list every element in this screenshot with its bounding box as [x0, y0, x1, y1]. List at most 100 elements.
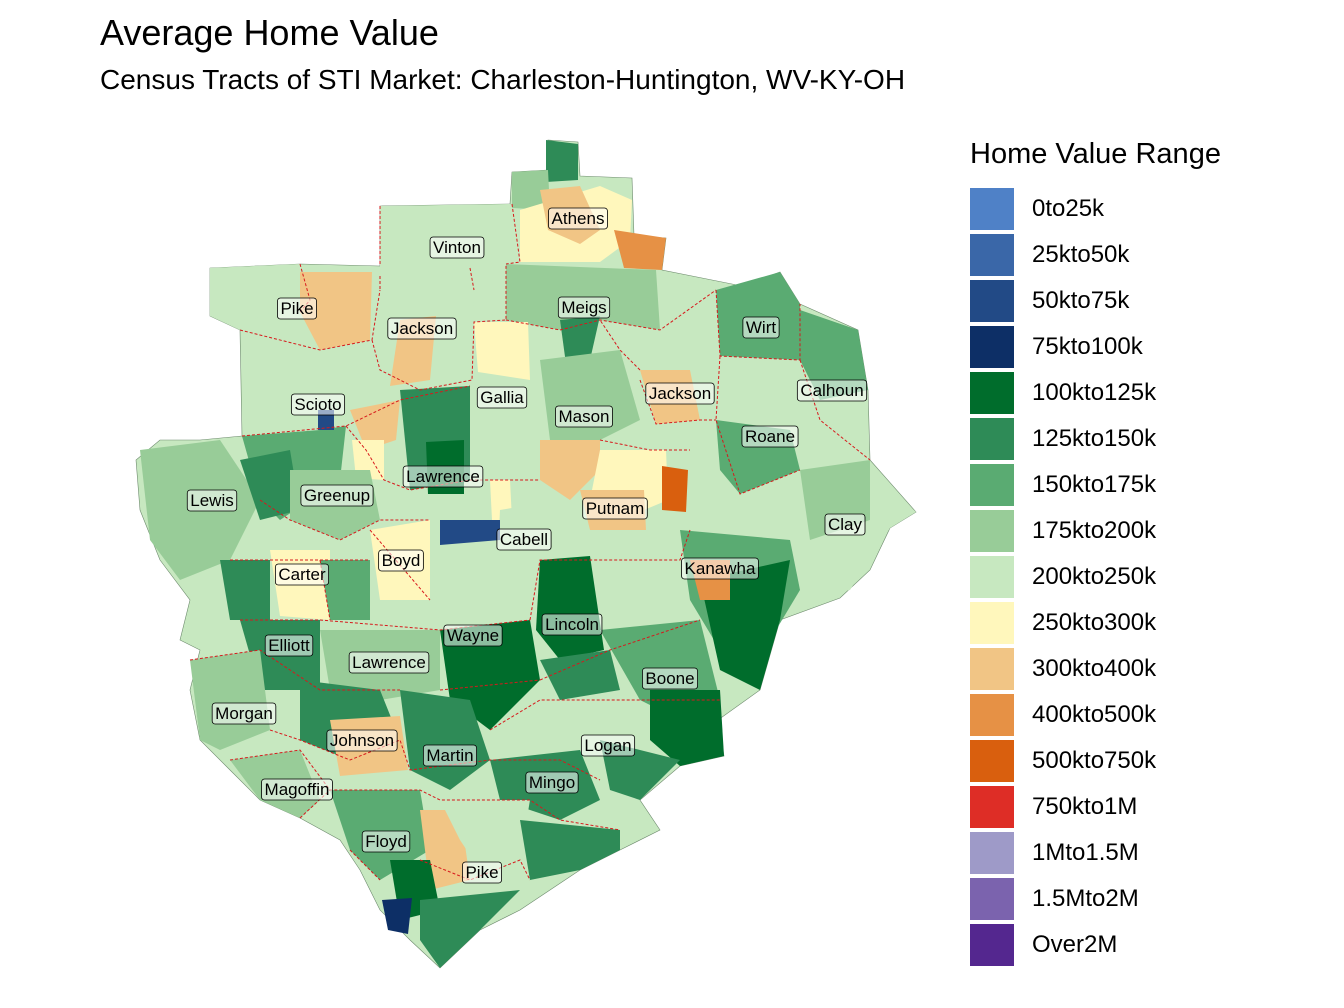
legend-label: 400kto500k: [1032, 701, 1157, 728]
county-labels: Athens Vinton Pike Jackson Meigs Wirt Calhoun S…: [186, 207, 868, 884]
legend-item: 175kto200k: [970, 508, 1156, 554]
legend-swatch: [970, 280, 1014, 322]
legend-swatch: [970, 740, 1014, 782]
legend-item: 125kto150k: [970, 416, 1156, 462]
legend-item: 1.5Mto2M: [970, 876, 1156, 922]
county-name: Pike: [280, 299, 313, 318]
legend-item: 400kto500k: [970, 692, 1156, 738]
county-name: Calhoun: [800, 381, 863, 400]
county-label: Logan: [580, 734, 636, 757]
tract-region: [650, 690, 724, 766]
county-label: Putnam: [582, 497, 648, 520]
legend-label: 300kto400k: [1032, 655, 1157, 682]
legend-swatch: [970, 510, 1014, 552]
county-name: Meigs: [561, 298, 606, 317]
county-label: Pike: [277, 297, 317, 320]
county-name: Magoffin: [265, 780, 330, 799]
county-name: Logan: [584, 736, 631, 755]
tract-region: [614, 230, 666, 270]
legend-title: Home Value Range: [970, 138, 1221, 170]
legend-label: 50kto75k: [1032, 287, 1130, 314]
tract-region: [420, 890, 520, 968]
county-name: Martin: [426, 746, 473, 765]
legend-swatch: [970, 326, 1014, 368]
legend-swatch: [970, 694, 1014, 736]
tract-region: [540, 650, 620, 700]
tract-region: [474, 322, 530, 380]
tract-region: [320, 560, 370, 620]
tract-region: [220, 560, 270, 620]
county-label: Jackson: [387, 317, 457, 340]
legend-item: 300kto400k: [970, 646, 1156, 692]
county-name: Boyd: [382, 551, 421, 570]
county-label: Floyd: [361, 830, 411, 853]
legend-label: 1Mto1.5M: [1032, 839, 1139, 866]
tract-region: [382, 898, 412, 934]
tract-region: [600, 560, 690, 640]
county-label: Carter: [274, 563, 330, 586]
county-label: Jackson: [645, 382, 715, 405]
tract-region: [440, 520, 500, 545]
legend-swatch: [970, 234, 1014, 276]
tract-region: [540, 440, 600, 500]
county-label: Lawrence: [348, 651, 430, 674]
county-label: Lincoln: [541, 613, 603, 636]
county-name: Lincoln: [545, 615, 599, 634]
legend-label: 25kto50k: [1032, 241, 1130, 268]
legend-item: 0to25k: [970, 186, 1156, 232]
county-label: Morgan: [211, 702, 277, 725]
county-name: Roane: [745, 427, 795, 446]
legend-swatch: [970, 602, 1014, 644]
county-label: Lawrence: [402, 465, 484, 488]
legend-item: 1Mto1.5M: [970, 830, 1156, 876]
county-label: Athens: [548, 207, 608, 230]
tract-region: [520, 820, 620, 880]
county-label: Elliott: [264, 634, 314, 657]
map-title: Average Home Value: [100, 12, 439, 53]
legend-label: 250kto300k: [1032, 609, 1157, 636]
legend-item: 100kto125k: [970, 370, 1156, 416]
county-name: Carter: [278, 565, 326, 584]
county-name: Boone: [645, 669, 694, 688]
tract-region: [662, 466, 688, 512]
legend-label: Over2M: [1032, 931, 1118, 958]
county-name: Kanawha: [685, 559, 756, 578]
county-name: Vinton: [433, 238, 481, 257]
county-label: Pike: [462, 861, 502, 884]
legend-swatch: [970, 648, 1014, 690]
county-name: Elliott: [268, 636, 310, 655]
county-label: Martin: [422, 744, 478, 767]
legend-item: 150kto175k: [970, 462, 1156, 508]
county-name: Floyd: [365, 832, 407, 851]
legend-label: 750kto1M: [1032, 793, 1138, 820]
county-name: Morgan: [215, 704, 273, 723]
county-label: Wirt: [742, 316, 780, 339]
legend-label: 75kto100k: [1032, 333, 1143, 360]
county-label: Boone: [642, 667, 698, 690]
legend-label: 200kto250k: [1032, 563, 1157, 590]
tract-region: [210, 264, 310, 330]
legend-item: 50kto75k: [970, 278, 1156, 324]
tract-region: [350, 400, 400, 450]
county-name: Jackson: [391, 319, 453, 338]
legend-label: 125kto150k: [1032, 425, 1157, 452]
map-subtitle: Census Tracts of STI Market: Charleston-…: [100, 64, 906, 95]
county-label: Wayne: [443, 624, 503, 647]
county-name: Lawrence: [352, 653, 426, 672]
county-name: Wayne: [447, 626, 499, 645]
county-name: Johnson: [330, 731, 394, 750]
legend-label: 100kto125k: [1032, 379, 1157, 406]
legend-swatch: [970, 878, 1014, 920]
legend-item: Over2M: [970, 922, 1156, 968]
tract-region: [800, 310, 868, 400]
legend-swatch: [970, 418, 1014, 460]
legend-swatch: [970, 464, 1014, 506]
county-name: Greenup: [304, 486, 370, 505]
county-name: Jackson: [649, 384, 711, 403]
county-name: Wirt: [746, 318, 776, 337]
legend-item: 200kto250k: [970, 554, 1156, 600]
county-name: Putnam: [586, 499, 645, 518]
county-label: Mason: [555, 405, 613, 428]
county-label: Mingo: [525, 771, 579, 794]
